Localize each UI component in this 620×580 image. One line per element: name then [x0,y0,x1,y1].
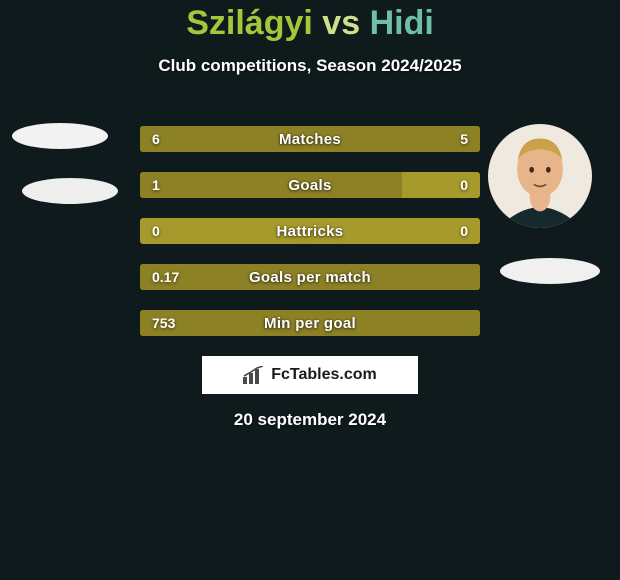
bars-icon [243,366,265,384]
stats-bars: Matches65Goals10Hattricks00Goals per mat… [140,126,480,356]
source-attribution: FcTables.com [202,356,418,394]
stat-row: Matches6 5 [140,126,480,152]
stat-value-right: 5 [460,126,468,152]
stat-row: Min per goal753 [140,310,480,336]
vs-word: vs [322,4,360,42]
snapshot-date: 20 september 2024 [0,410,620,430]
stat-value-left: 0 [152,218,160,244]
stat-value-left: 753 [152,310,175,336]
placeholder-chip [22,178,118,204]
stat-row: Goals1 0 [140,172,480,198]
source-text: FcTables.com [271,366,377,384]
page-title: Szilágyi vs Hidi [0,0,620,42]
stat-row: Hattricks0 0 [140,218,480,244]
placeholder-chip [12,123,108,149]
player2-name: Hidi [370,4,434,42]
stat-value-left: 6 [152,126,160,152]
avatar [488,124,592,228]
stat-value-right: 0 [460,172,468,198]
stat-label: Matches [140,126,480,152]
subtitle: Club competitions, Season 2024/2025 [0,56,620,76]
stat-value-right: 0 [460,218,468,244]
stat-value-left: 1 [152,172,160,198]
stat-label: Goals per match [140,264,480,290]
stat-label: Min per goal [140,310,480,336]
stat-row: Goals per match0.17 [140,264,480,290]
comparison-card: Szilágyi vs Hidi Club competitions, Seas… [0,0,620,580]
stat-label: Hattricks [140,218,480,244]
placeholder-chip [500,258,600,284]
stat-value-left: 0.17 [152,264,179,290]
player1-name: Szilágyi [186,4,313,42]
stat-label: Goals [140,172,480,198]
